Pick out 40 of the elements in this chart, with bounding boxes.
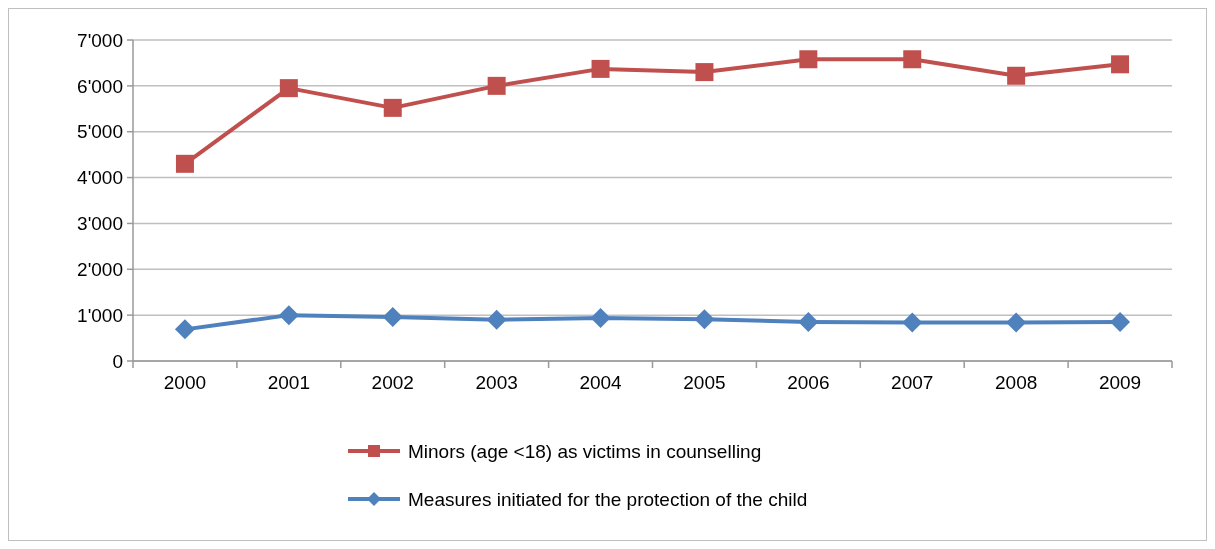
legend-label: Measures initiated for the protection of the child	[408, 488, 808, 510]
point	[798, 312, 819, 333]
y-tick-label: 2'000	[77, 258, 123, 280]
x-tick-label: 2001	[267, 372, 310, 393]
point	[903, 50, 922, 69]
x-tick-label: 2004	[579, 372, 623, 393]
point	[383, 98, 402, 117]
point	[590, 307, 611, 328]
x-tick-label: 2003	[475, 372, 518, 393]
legend-label: Minors (age <18) as victims in counselling	[408, 440, 762, 462]
point	[1006, 312, 1027, 333]
y-tick-label: 7'000	[77, 29, 123, 51]
y-tick-label: 0	[112, 350, 123, 372]
point	[278, 305, 299, 326]
point	[175, 154, 194, 173]
y-tick-label: 3'000	[77, 213, 123, 235]
point	[1007, 66, 1026, 85]
point	[694, 309, 715, 330]
y-tick-label: 5'000	[77, 121, 123, 143]
x-tick-label: 2005	[683, 372, 726, 393]
point	[1110, 312, 1131, 333]
point	[382, 306, 403, 327]
point	[695, 63, 714, 82]
point	[799, 50, 818, 69]
x-tick-label: 2006	[787, 372, 830, 393]
point	[487, 76, 506, 95]
point	[174, 319, 195, 340]
point	[1111, 55, 1130, 74]
point	[279, 79, 298, 98]
y-tick-label: 6'000	[77, 75, 123, 97]
x-tick-label: 2002	[371, 372, 414, 393]
x-tick-label: 2008	[995, 372, 1038, 393]
y-tick-label: 1'000	[77, 304, 123, 326]
point	[902, 312, 923, 333]
x-tick-label: 2007	[891, 372, 934, 393]
x-tick-label: 2009	[1098, 372, 1142, 393]
point	[591, 59, 610, 78]
x-tick-label: 2000	[163, 372, 207, 393]
point	[486, 309, 507, 330]
y-tick-label: 4'000	[77, 167, 123, 189]
